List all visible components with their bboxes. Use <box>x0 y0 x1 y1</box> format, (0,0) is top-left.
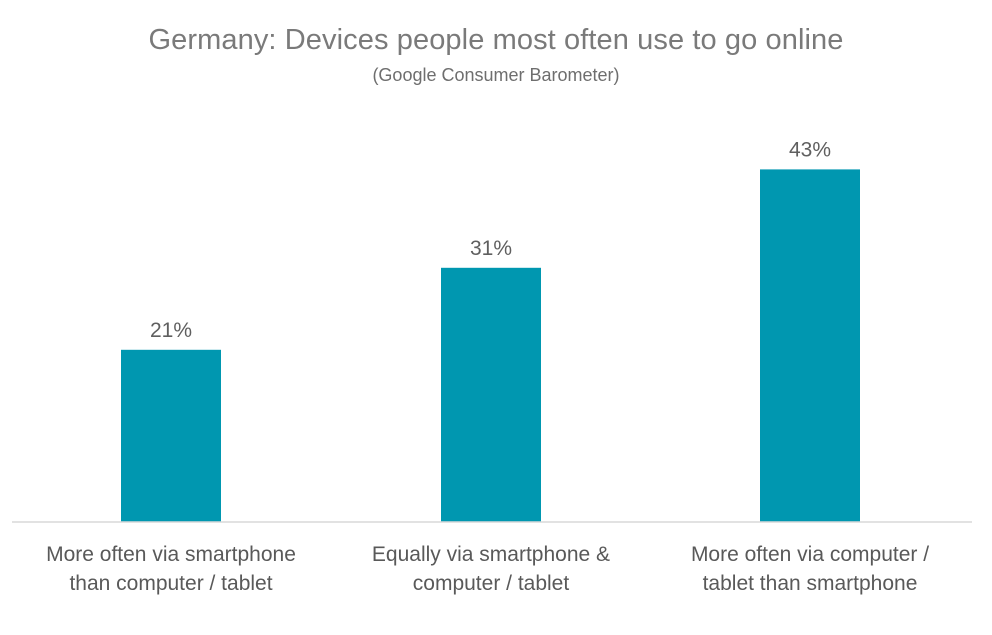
bar-3 <box>760 169 860 522</box>
bar-1 <box>121 349 221 522</box>
value-labels-layer: 21% 31% 43% <box>150 138 831 341</box>
category-label-1-line-2: than computer / tablet <box>69 572 272 595</box>
data-label-3: 43% <box>789 138 831 161</box>
bars-layer <box>121 169 860 522</box>
data-label-2: 31% <box>470 237 512 260</box>
bar-2 <box>441 267 541 522</box>
chart-subtitle: (Google Consumer Barometer) <box>372 65 620 85</box>
chart-title: Germany: Devices people most often use t… <box>148 24 844 56</box>
category-label-2-line-1: Equally via smartphone & <box>372 543 610 566</box>
category-labels-layer: More often via smartphone than computer /… <box>46 543 929 595</box>
data-label-1: 21% <box>150 319 192 342</box>
category-label-1-line-1: More often via smartphone <box>46 543 296 566</box>
category-label-1: More often via smartphone than computer /… <box>46 543 296 595</box>
category-label-2-line-2: computer / tablet <box>413 572 570 595</box>
category-label-2: Equally via smartphone & computer / table… <box>372 543 610 595</box>
category-label-3: More often via computer / tablet than sma… <box>691 543 929 595</box>
category-label-3-line-1: More often via computer / <box>691 543 929 566</box>
category-label-3-line-2: tablet than smartphone <box>703 572 918 595</box>
